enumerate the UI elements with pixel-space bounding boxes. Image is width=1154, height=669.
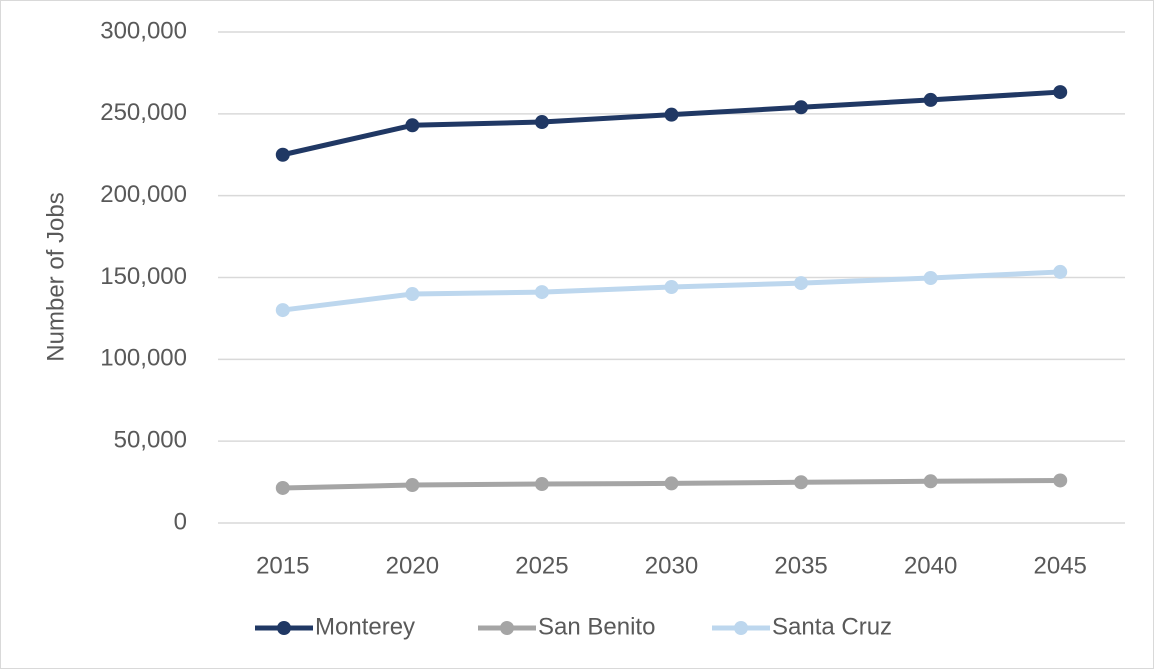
data-point [275,147,290,162]
x-tick-label: 2040 [904,552,957,579]
legend-label: Monterey [315,613,415,640]
data-point [794,276,809,291]
data-point [534,115,549,130]
legend-label: Santa Cruz [772,613,892,640]
data-point [405,478,420,493]
legend-marker [277,621,291,635]
y-tick-label: 250,000 [100,99,187,126]
data-point [1053,85,1068,100]
data-point [664,279,679,294]
data-point [275,480,290,495]
data-point [1053,264,1068,279]
data-point [794,475,809,490]
data-point [794,100,809,115]
legend-label: San Benito [538,613,655,640]
x-tick-label: 2020 [386,552,439,579]
x-tick-label: 2030 [645,552,698,579]
x-tick-label: 2045 [1034,552,1087,579]
x-tick-label: 2015 [256,552,309,579]
data-point [534,285,549,300]
legend-marker [500,621,514,635]
y-tick-label: 50,000 [114,427,187,454]
data-point [1053,473,1068,488]
x-tick-label: 2035 [774,552,827,579]
data-point [405,118,420,133]
data-point [923,474,938,489]
legend-marker [734,621,748,635]
y-tick-label: 0 [174,508,187,535]
data-point [405,287,420,302]
data-point [275,303,290,318]
data-point [923,270,938,285]
data-point [664,476,679,491]
y-tick-label: 100,000 [100,345,187,372]
y-axis-label: Number of Jobs [42,192,69,361]
data-point [534,477,549,492]
data-point [923,92,938,107]
x-tick-label: 2025 [515,552,568,579]
y-tick-label: 200,000 [100,181,187,208]
y-tick-label: 300,000 [100,17,187,44]
y-tick-label: 150,000 [100,263,187,290]
data-point [664,107,679,122]
